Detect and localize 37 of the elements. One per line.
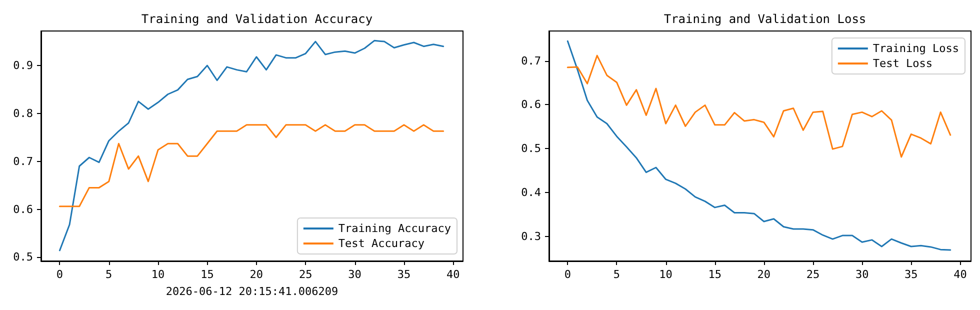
x-tick-label: 15 — [200, 268, 214, 281]
x-tick-label: 35 — [397, 268, 411, 281]
legend-label: Training Loss — [872, 42, 959, 55]
y-tick-label: 0.8 — [13, 106, 33, 120]
x-tick-label: 10 — [659, 268, 672, 281]
x-axis-title: 2026-06-12 20:15:41.006209 — [166, 285, 338, 298]
x-tick-label: 40 — [446, 268, 460, 281]
chart-title: Training and Validation Loss — [664, 12, 866, 26]
x-tick-label: 20 — [757, 268, 771, 281]
x-tick-label: 0 — [564, 268, 571, 281]
legend-label: Test Loss — [872, 57, 933, 70]
line-series — [58, 124, 444, 208]
x-tick-label: 0 — [56, 268, 63, 281]
y-tick-label: 0.3 — [521, 230, 541, 243]
y-tick-label: 0.6 — [521, 98, 541, 112]
x-tick-label: 30 — [855, 268, 869, 281]
x-tick-label: 25 — [806, 268, 820, 281]
x-tick-label: 40 — [954, 268, 967, 281]
x-tick-label: 5 — [613, 268, 620, 281]
y-tick-label: 0.4 — [521, 186, 542, 200]
x-tick-label: 20 — [250, 268, 264, 281]
legend-label: Training Accuracy — [338, 222, 452, 235]
x-tick-label: 10 — [151, 268, 165, 281]
legend-label: Test Accuracy — [338, 237, 425, 250]
y-tick-label: 0.7 — [13, 154, 33, 168]
x-tick-label: 15 — [708, 268, 722, 281]
y-tick-label: 0.5 — [521, 142, 541, 156]
y-tick-label: 0.5 — [13, 250, 33, 264]
chart-title: Training and Validation Accuracy — [141, 12, 373, 26]
y-tick-label: 0.7 — [521, 54, 541, 68]
y-tick-label: 0.6 — [13, 202, 33, 216]
x-tick-label: 5 — [106, 268, 112, 281]
x-tick-label: 35 — [904, 268, 918, 281]
x-tick-label: 25 — [298, 268, 312, 281]
y-tick-label: 0.9 — [13, 59, 33, 72]
x-tick-label: 30 — [348, 268, 362, 281]
line-series — [566, 54, 952, 158]
